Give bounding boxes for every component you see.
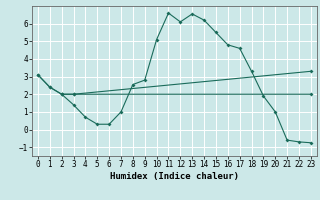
X-axis label: Humidex (Indice chaleur): Humidex (Indice chaleur) — [110, 172, 239, 181]
